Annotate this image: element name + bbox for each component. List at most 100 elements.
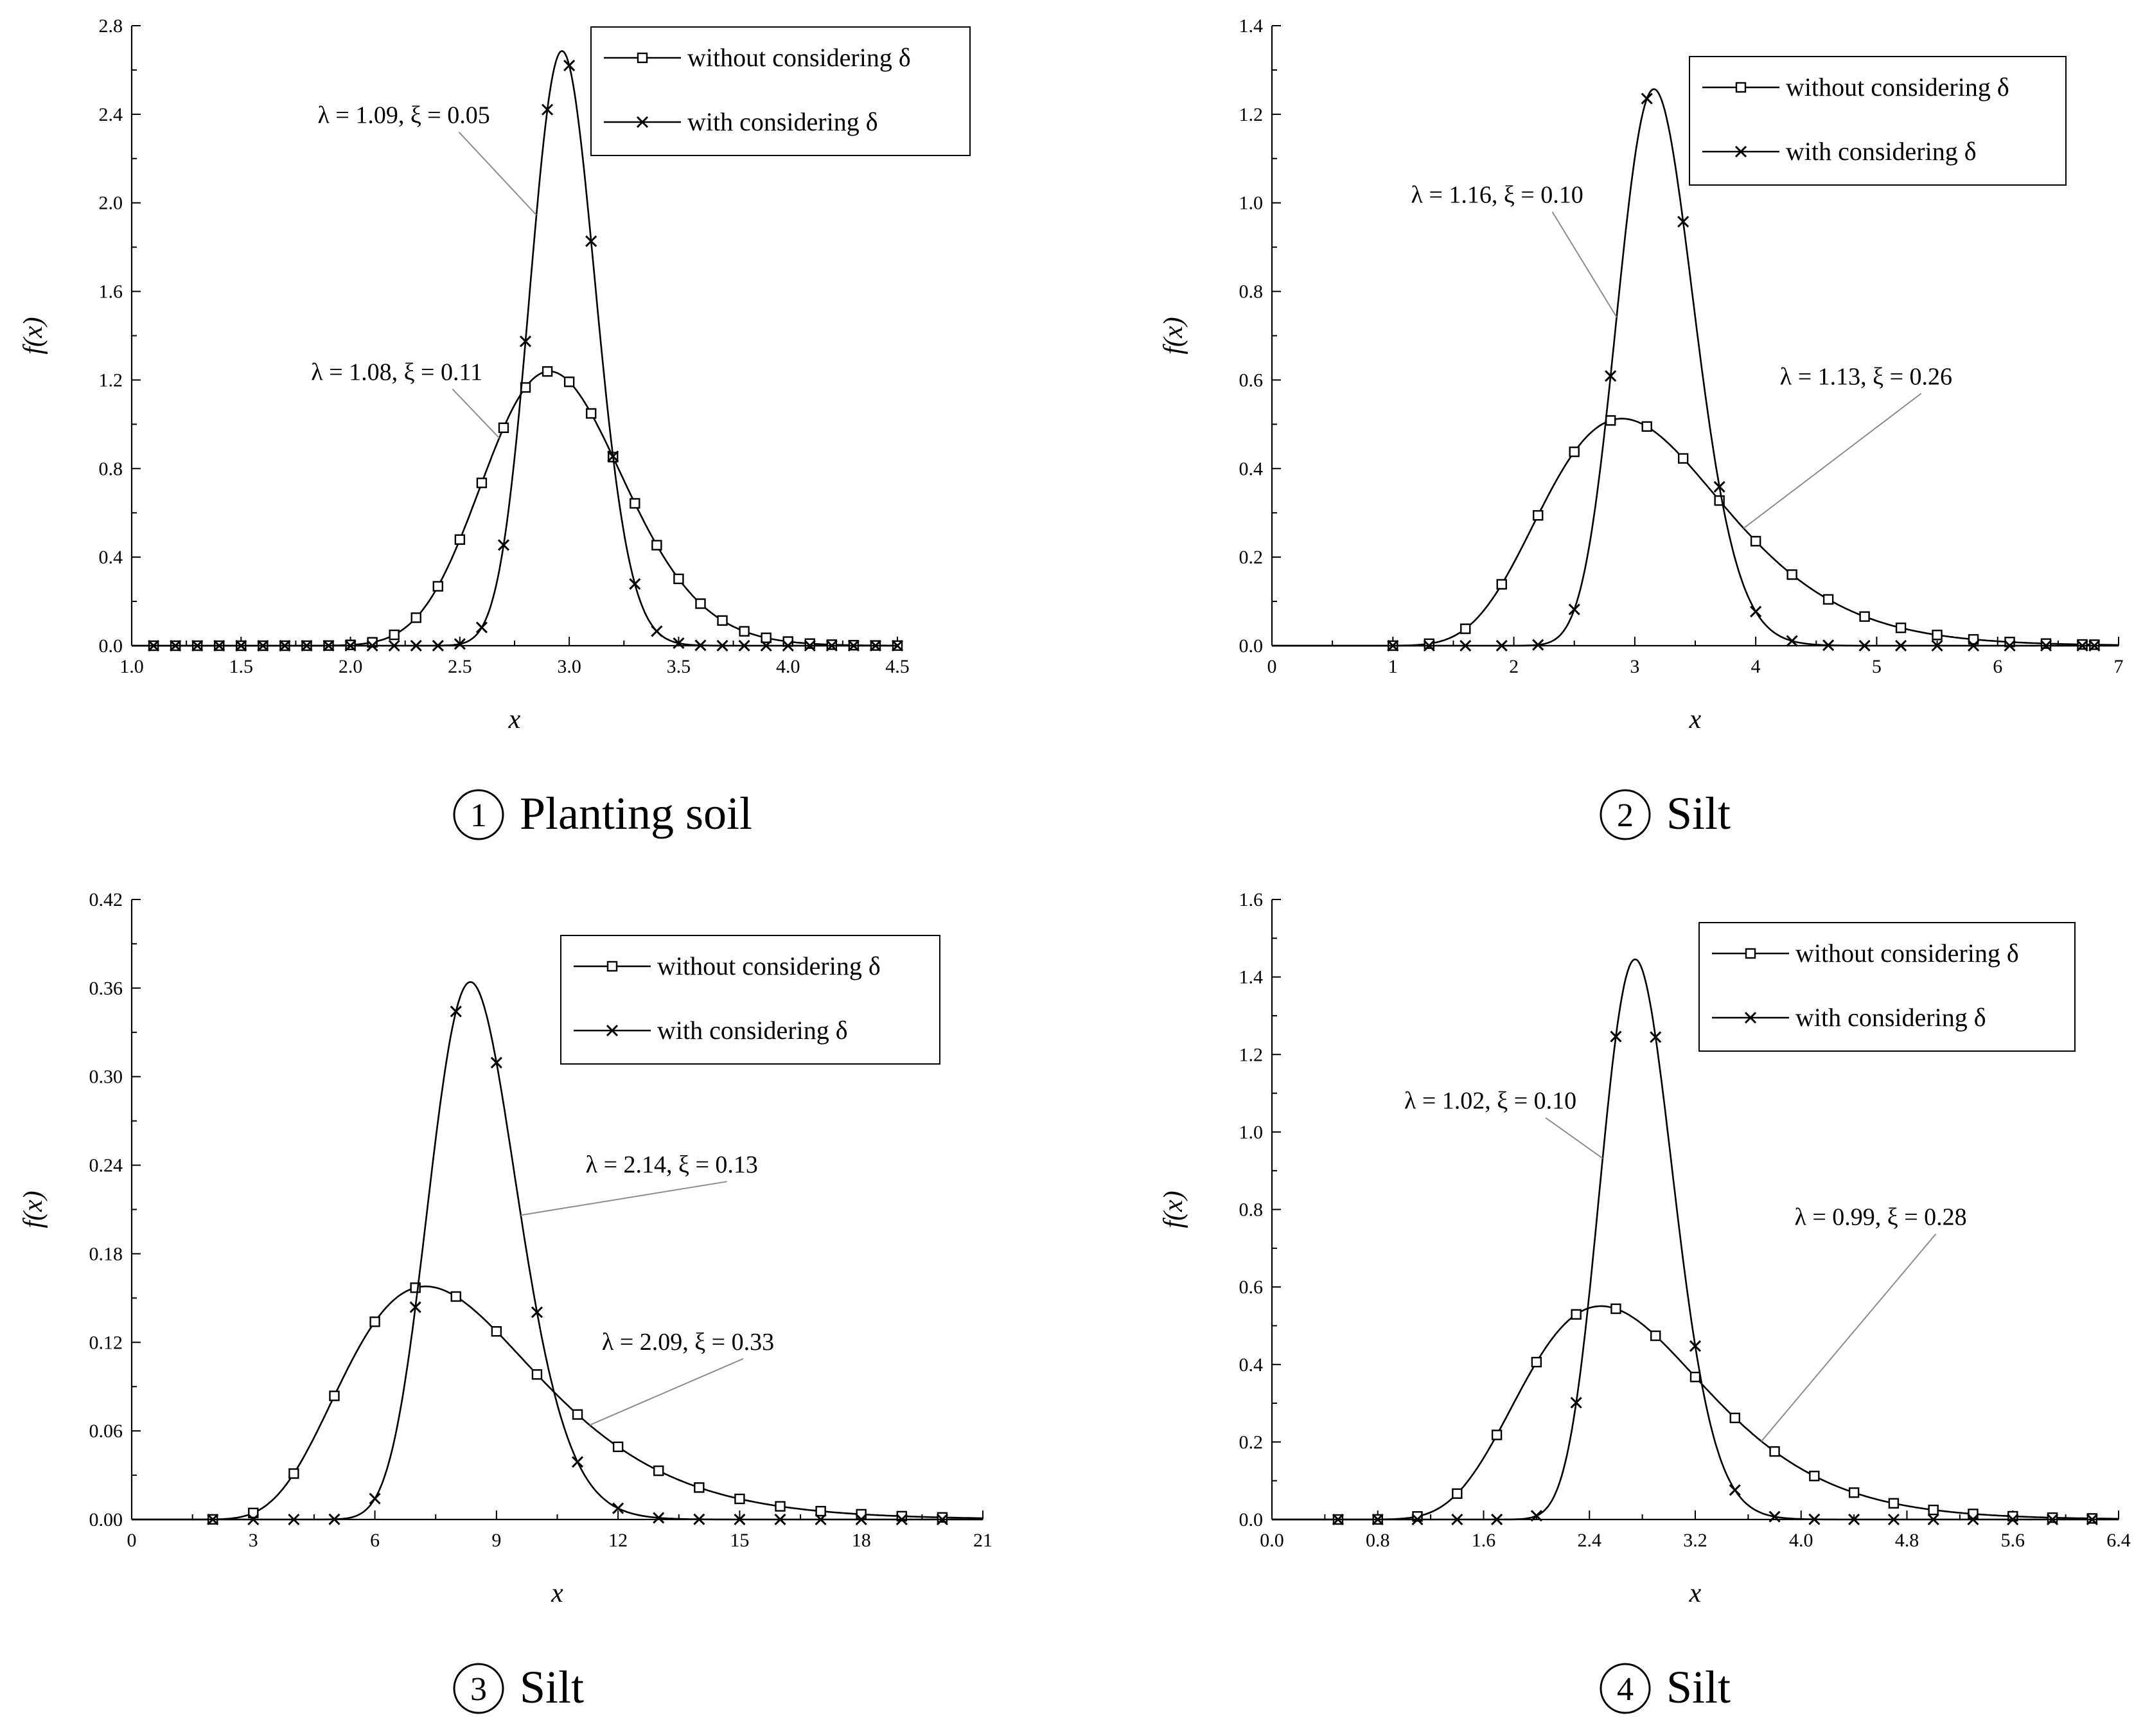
marker-x — [531, 1306, 543, 1318]
marker-x — [2040, 639, 2052, 652]
marker-x — [1822, 639, 1835, 651]
marker-x-stroke — [369, 1492, 381, 1505]
marker-x — [1927, 1513, 1939, 1526]
x-axis-label: x — [1689, 1579, 1702, 1608]
y-tick-label: 1.2 — [1239, 104, 1264, 125]
marker-x-stroke — [1822, 639, 1835, 651]
marker-x-stroke — [804, 639, 816, 652]
marker-x-stroke — [344, 639, 357, 652]
marker-square — [1888, 1498, 1900, 1509]
legend: without considering δ with considering δ — [1689, 56, 2067, 186]
marker-square — [329, 1390, 340, 1401]
marker-square — [586, 408, 597, 419]
x-tick-label: 2.4 — [1578, 1530, 1602, 1551]
marker-x — [891, 639, 904, 652]
legend-marker-x — [636, 116, 649, 128]
marker-square — [288, 1468, 299, 1479]
curve-with-delta — [132, 981, 983, 1521]
marker-x — [1411, 1513, 1424, 1526]
panel-silt-2: 0 1 2 3 4 5 6 7 0.0 0.2 0.4 0.6 0.8 1.0 1.2 1.4 x f(x) λ =… — [1159, 15, 2124, 840]
legend-marker-square — [606, 961, 618, 972]
marker-x-stroke — [1530, 1510, 1542, 1522]
marker-x-stroke — [257, 639, 269, 652]
marker-x — [1451, 1513, 1463, 1526]
marker-x — [1530, 1510, 1542, 1522]
x-tick-label: 21 — [973, 1530, 992, 1551]
marker-x-stroke — [2007, 1513, 2019, 1526]
legend-label-with: with considering δ — [1786, 137, 1977, 166]
marker-x — [825, 639, 838, 652]
marker-x — [388, 639, 400, 652]
marker-square — [695, 598, 706, 609]
annotation-label: λ = 2.14, ξ = 0.13 — [586, 1151, 758, 1178]
y-tick-label: 0.8 — [1239, 281, 1264, 303]
marker-x — [651, 625, 663, 637]
marker-square — [651, 540, 662, 551]
marker-x-stroke — [1713, 481, 1725, 493]
marker-x-stroke — [2004, 639, 2016, 652]
panel-planting-soil: 1.0 1.5 2.0 2.5 3.0 3.5 4.0 4.5 0.0 0.4 0.8 1.2 1.6 2… — [19, 15, 971, 840]
marker-square — [761, 632, 772, 643]
x-tick-label: 4 — [1751, 656, 1761, 677]
marker-x-stroke — [1729, 1484, 1741, 1496]
marker-x-stroke — [653, 1512, 665, 1524]
annotation-label: λ = 1.02, ξ = 0.10 — [1404, 1088, 1576, 1115]
marker-x-stroke — [1610, 1031, 1622, 1043]
y-tick-label: 0.4 — [1239, 1354, 1264, 1376]
marker-x — [1967, 1513, 1979, 1526]
y-tick-label: 1.0 — [1239, 1122, 1264, 1143]
marker-square — [1822, 594, 1834, 605]
legend-label-without: without considering δ — [1795, 939, 2019, 968]
x-tick-label: 1.6 — [1472, 1530, 1496, 1551]
marker-x-stroke — [607, 450, 619, 463]
y-tick-label: 0.6 — [1239, 369, 1264, 391]
marker-x-stroke — [1786, 635, 1798, 647]
marker-x — [738, 639, 750, 652]
marker-x — [1808, 1513, 1821, 1525]
marker-x — [542, 103, 554, 116]
curve-with-delta — [1272, 88, 2119, 647]
legend: without considering δ with considering δ — [560, 935, 940, 1065]
marker-x — [1495, 639, 1508, 652]
legend-frame — [560, 935, 940, 1065]
marker-x-stroke — [409, 1301, 421, 1313]
annotation-label: λ = 1.16, ξ = 0.10 — [1411, 182, 1583, 209]
marker-x — [147, 639, 160, 652]
marker-square — [498, 422, 509, 433]
marker-square — [612, 1441, 624, 1453]
marker-x-stroke — [2076, 639, 2088, 652]
caption-number-circle — [1600, 1663, 1651, 1714]
marker-x-stroke — [760, 639, 772, 652]
marker-x — [410, 639, 422, 652]
marker-square — [1848, 1487, 1860, 1498]
y-tick-label: 0.2 — [1239, 547, 1264, 568]
legend-marker-square — [637, 52, 648, 64]
x-tick-label: 2.5 — [448, 656, 472, 677]
marker-x — [1689, 1340, 1702, 1352]
marker-x-stroke — [388, 639, 400, 652]
legend-marker-x — [606, 1024, 619, 1037]
marker-x — [279, 639, 291, 652]
marker-x-stroke — [1967, 1513, 1979, 1526]
annotation-label: λ = 2.09, ξ = 0.33 — [602, 1329, 774, 1356]
caption-number-circle — [453, 789, 504, 840]
marker-x — [1568, 603, 1580, 616]
x-axis-label: x — [551, 1579, 563, 1608]
marker-x-stroke — [2088, 639, 2101, 652]
y-tick-label: 1.2 — [99, 369, 123, 391]
marker-x-stroke — [322, 639, 335, 652]
marker-x-stroke — [531, 1306, 543, 1318]
x-tick-label: 4.0 — [1789, 1530, 1813, 1551]
marker-x-stroke — [1931, 639, 1943, 652]
marker-square — [450, 1291, 461, 1302]
caption-title: Planting soil — [520, 788, 752, 839]
annotation-leader — [589, 1358, 744, 1426]
panel-caption: 1 Planting soil — [453, 788, 752, 840]
marker-square — [1650, 1330, 1661, 1342]
y-tick-label: 0.0 — [99, 635, 123, 657]
marker-x-stroke — [1650, 1031, 1662, 1043]
marker-x-stroke — [207, 1513, 219, 1526]
annotation-leader — [1545, 1117, 1603, 1159]
caption-number: 2 — [1617, 797, 1634, 834]
